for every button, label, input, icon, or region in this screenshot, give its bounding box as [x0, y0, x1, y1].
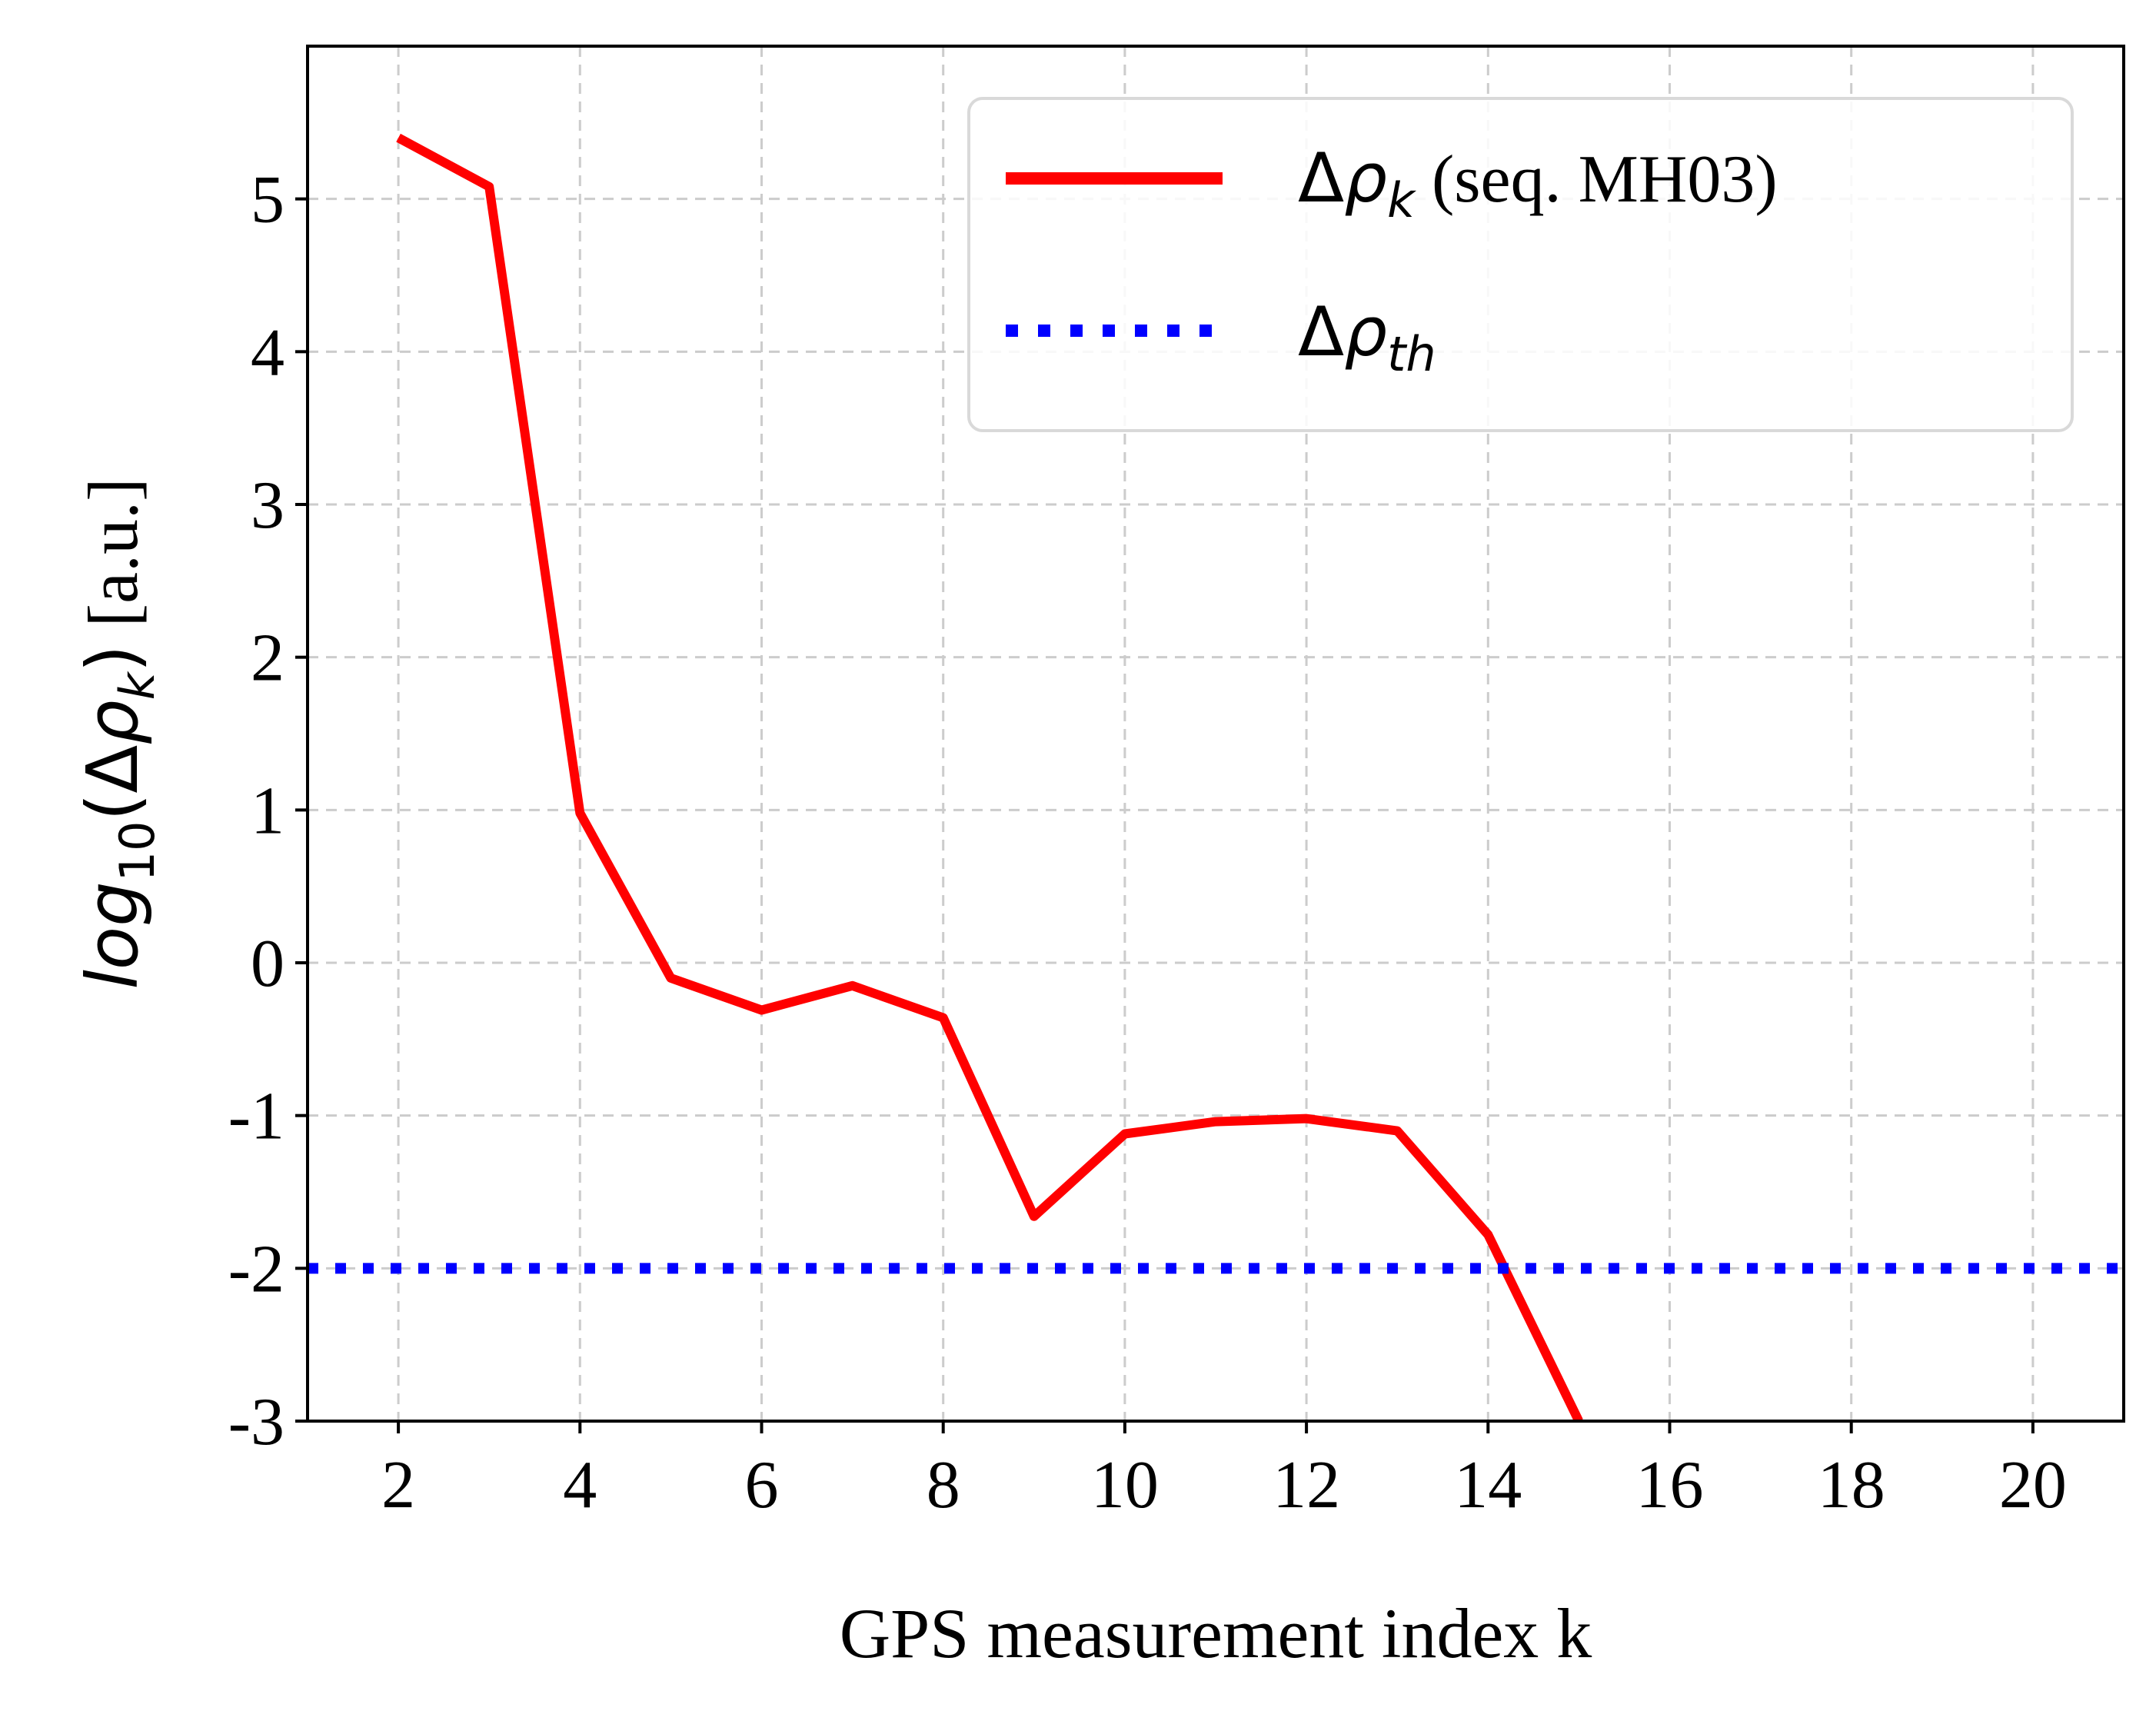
y-tick-label: 5 [251, 163, 284, 238]
y-tick-label: 2 [251, 621, 284, 696]
x-axis-label: GPS measurement index k [840, 1594, 1592, 1673]
series-line-rho-k [396, 133, 1583, 1421]
y-tick-label: 1 [251, 774, 284, 848]
x-tick-label: 2 [381, 1448, 415, 1523]
y-label-rho-sub: k [109, 671, 165, 700]
x-tick-label: 6 [745, 1448, 779, 1523]
y-axis-label: log10(Δρk) [a.u.] [72, 478, 165, 989]
x-tick-label: 4 [563, 1448, 597, 1523]
y-tick-label: -3 [228, 1385, 284, 1460]
y-tick-label: -1 [228, 1080, 284, 1154]
y-label-paren-open: ( [72, 794, 154, 821]
legend: Δρk (seq. MH03) Δρth [967, 97, 2074, 432]
x-tick-label: 8 [927, 1448, 960, 1523]
x-tick-label: 12 [1273, 1448, 1340, 1523]
y-tick-label: 0 [251, 927, 284, 1001]
y-label-paren-close: ) [72, 644, 154, 672]
series-layer [308, 133, 2124, 1421]
x-tick-label: 16 [1636, 1448, 1704, 1523]
legend-box [967, 97, 2074, 432]
y-label-unit: [a.u.] [74, 478, 152, 644]
plot-frame [306, 45, 2125, 1423]
legend-entry-rho-th: Δρth [1298, 292, 1436, 382]
y-tick-label: 3 [251, 468, 284, 543]
x-tick-label: 14 [1454, 1448, 1522, 1523]
y-label-func: log [72, 881, 154, 989]
x-tick-label: 10 [1091, 1448, 1159, 1523]
y-tick-label: 4 [251, 315, 284, 390]
legend-entry-rho-k: Δρk (seq. MH03) [1298, 138, 1778, 228]
x-tick-label: 20 [1999, 1448, 2067, 1523]
y-tick-label: -2 [228, 1232, 284, 1307]
y-label-rho: ρ [72, 700, 154, 744]
x-tick-label: 18 [1818, 1448, 1885, 1523]
y-label-delta: Δ [72, 745, 154, 794]
y-label-sub: 10 [109, 821, 165, 882]
